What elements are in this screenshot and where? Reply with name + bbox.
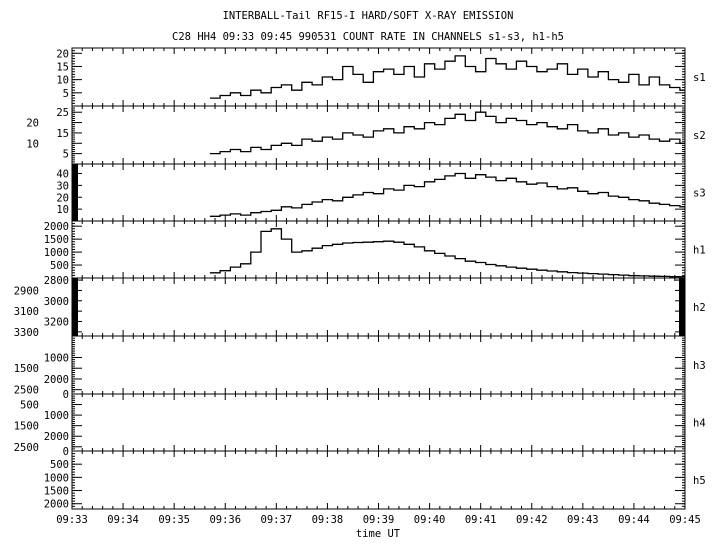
y-tick-label: 1500	[14, 363, 39, 375]
channel-label: h3	[693, 360, 706, 372]
channel-label: h2	[693, 302, 706, 314]
y-tick-label: 1500	[44, 486, 69, 498]
channel-label: s1	[693, 72, 706, 84]
x-tick-label: 09:39	[363, 514, 395, 526]
panel-h2: h2 2800 2900 3000 3100 3200 3300	[14, 275, 706, 339]
x-tick-label: 09:44	[618, 514, 650, 526]
x-axis-label: time UT	[356, 528, 401, 540]
series-s1	[209, 55, 685, 99]
y-tick-label: 2000	[44, 499, 69, 511]
series-s2	[209, 111, 685, 155]
y-tick-label: 1000	[44, 352, 69, 364]
y-tick-label: 5	[63, 88, 69, 100]
y-tick-label: 3200	[44, 317, 69, 329]
panel-s2: s2 25 20 15 10 5	[26, 105, 706, 165]
y-tick-label: 2000	[44, 431, 69, 443]
y-tick-label: 2000	[44, 374, 69, 386]
y-tick-label: 2000	[44, 221, 69, 233]
panel-frame	[71, 163, 686, 222]
x-tick-label: 09:43	[567, 514, 599, 526]
channel-label: h4	[693, 418, 706, 430]
channel-label: h1	[693, 245, 706, 257]
x-tick-label: 09:42	[516, 514, 548, 526]
y-tick-label: 5	[63, 149, 69, 161]
dense-tick-band	[72, 278, 78, 336]
y-tick-label: 2500	[14, 442, 39, 454]
x-tick-label: 09:38	[312, 514, 344, 526]
y-tick-label: 1000	[44, 247, 69, 259]
y-tick-label: 40	[56, 169, 69, 181]
y-tick-label: 20	[56, 192, 69, 204]
x-tick-label: 09:35	[158, 514, 190, 526]
panel-h3: h3 1000 1500 2000 2500	[14, 335, 706, 397]
y-tick-label: 1000	[44, 410, 69, 422]
y-tick-label: 25	[56, 107, 69, 119]
y-tick-label: 2500	[14, 385, 39, 397]
panel-frame	[71, 277, 686, 337]
series-s3	[209, 172, 685, 217]
panel-frame	[71, 450, 686, 510]
dense-tick-band	[679, 278, 685, 336]
y-tick-label: 2900	[14, 285, 39, 297]
channel-label: s2	[693, 130, 706, 142]
y-tick-label: 10	[56, 75, 69, 87]
y-tick-label: 10	[26, 138, 39, 150]
y-tick-label: 1500	[44, 234, 69, 246]
y-tick-label: 2800	[44, 275, 69, 287]
channel-label: s3	[693, 188, 706, 200]
y-tick-label: 3000	[44, 296, 69, 308]
x-tick-label: 09:41	[465, 514, 497, 526]
panel-frame	[71, 393, 686, 452]
panel-frame	[71, 220, 686, 279]
panel-frame	[71, 105, 686, 165]
x-tick-label: 09:33	[56, 514, 88, 526]
x-tick-label: 09:37	[261, 514, 293, 526]
y-tick-label: 30	[56, 180, 69, 192]
x-tick-label: 09:34	[107, 514, 139, 526]
y-tick-label: 500	[50, 459, 69, 471]
y-tick-label: 1000	[44, 472, 69, 484]
y-tick-label: 3100	[14, 306, 39, 318]
channel-label: h5	[693, 475, 706, 487]
y-tick-label: 1500	[14, 421, 39, 433]
x-tick-label: 09:40	[414, 514, 446, 526]
panel-frame	[71, 335, 686, 395]
y-tick-label: 500	[20, 400, 39, 412]
y-tick-label: 0	[63, 389, 69, 401]
y-tick-label: 10	[56, 204, 69, 216]
y-tick-label: 20	[56, 48, 69, 60]
y-tick-label: 20	[26, 118, 39, 130]
y-tick-label: 15	[56, 61, 69, 73]
x-tick-label: 09:45	[669, 514, 701, 526]
y-tick-label: 500	[50, 260, 69, 272]
chart-title: INTERBALL-Tail RF15-I HARD/SOFT X-RAY EM…	[223, 10, 514, 22]
x-tick-label: 09:36	[209, 514, 241, 526]
panel-h4: h4 0 500 1000 1500 2000 2500	[14, 389, 706, 454]
y-tick-label: 3300	[14, 327, 39, 339]
y-tick-label: 0	[63, 446, 69, 458]
series-h1	[209, 228, 685, 278]
dense-tick-band	[72, 164, 78, 221]
chart-subtitle: C28 HH4 09:33 09:45 990531 COUNT RATE IN…	[172, 31, 564, 43]
y-tick-label: 15	[56, 128, 69, 140]
